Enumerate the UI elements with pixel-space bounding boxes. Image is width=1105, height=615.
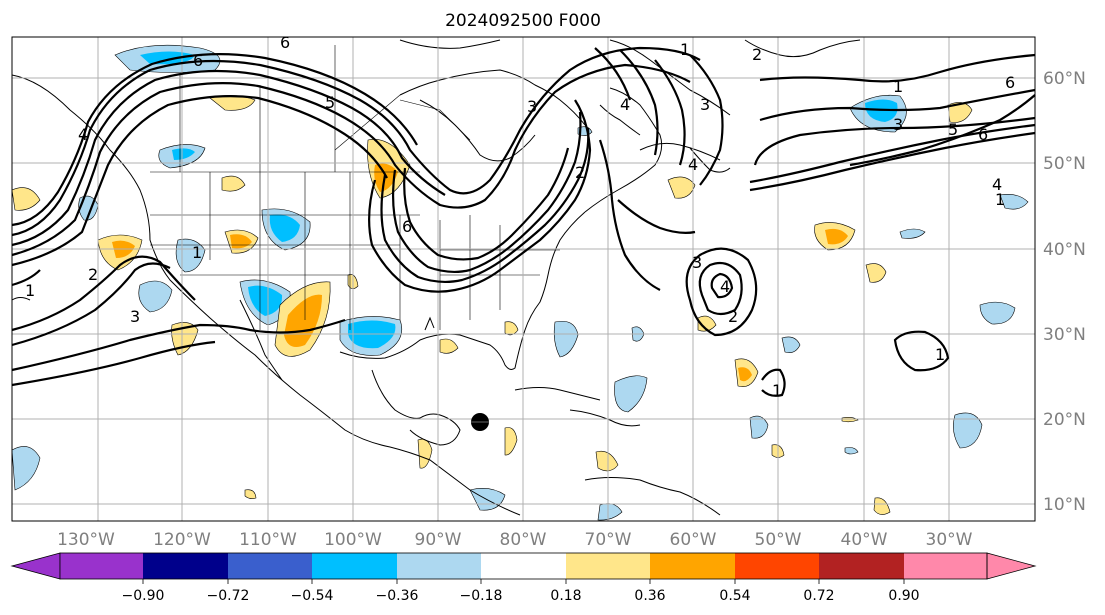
latitude-label: 50°N (1043, 154, 1086, 174)
colorbar: −0.90 −0.72 −0.54 −0.36 −0.18 0.18 0.36 … (10, 552, 1037, 604)
lat-lon-grid (12, 37, 1035, 521)
colorbar-segment (481, 553, 566, 579)
colorbar-tick-label: 0.72 (803, 588, 834, 604)
negative-anomaly-patches (11, 44, 1029, 521)
colorbar-tick-label: −0.72 (207, 588, 250, 604)
latitude-label: 60°N (1043, 69, 1086, 89)
contour-label: 2 (575, 163, 585, 182)
contour-label: 3 (130, 307, 140, 326)
contour-label: 1 (772, 381, 782, 400)
colorbar-high-extension (986, 552, 1037, 580)
contour-label: 6 (402, 217, 412, 236)
latitude-label: 40°N (1043, 240, 1086, 260)
colorbar-tick-label: −0.54 (291, 588, 334, 604)
longitude-label: 50°W (755, 530, 802, 550)
contour-label: 1 (935, 345, 945, 364)
contour-label: 6 (280, 33, 290, 52)
latitude-label: 30°N (1043, 325, 1086, 345)
map-frame (11, 36, 1036, 522)
longitude-label: 40°W (841, 530, 888, 550)
contour-label: 2 (752, 45, 762, 64)
longitude-label: 130°W (57, 530, 115, 550)
colorbar-segment (819, 553, 904, 579)
longitude-label: 100°W (324, 530, 382, 550)
contour-label: 4 (78, 125, 88, 144)
colorbar-segment (566, 553, 650, 579)
colorbar-segment (650, 553, 735, 579)
contour-label: 4 (720, 277, 730, 296)
contour-label: 1 (995, 190, 1005, 209)
colorbar-segment (397, 553, 481, 579)
contour-label: 1 (25, 281, 35, 300)
contour-label: 3 (527, 97, 537, 116)
colorbar-tick-label: −0.90 (122, 588, 165, 604)
contour-label: 6 (978, 125, 988, 144)
figure-title: 2024092500 F000 (445, 11, 601, 31)
contour-label-group: 6 6 5 4 3 2 1 2 3 4 1 1 3 5 6 1 6 4 6 3 … (25, 33, 1015, 400)
longitude-label: 110°W (239, 530, 297, 550)
colorbar-low-extension (10, 552, 61, 580)
colorbar-segment (228, 553, 312, 579)
contour-label: 3 (692, 253, 702, 272)
contour-label: 1 (192, 243, 202, 262)
longitude-label: 120°W (153, 530, 211, 550)
contour-label: 3 (893, 115, 903, 134)
longitude-label: 90°W (415, 530, 462, 550)
contour-label: 4 (620, 95, 630, 114)
contour-label: 2 (728, 307, 738, 326)
contour-label: 6 (1005, 73, 1015, 92)
latitude-label: 10°N (1043, 495, 1086, 515)
colorbar-segment (904, 553, 987, 579)
colorbar-tick-label: 0.18 (550, 588, 581, 604)
contour-label: 1 (680, 40, 690, 59)
map-panel: 6 6 5 4 3 2 1 2 3 4 1 1 3 5 6 1 6 4 6 3 … (11, 33, 1036, 522)
latitude-axis: 60°N 50°N 40°N 30°N 20°N 10°N (1043, 69, 1086, 515)
longitude-label: 80°W (500, 530, 547, 550)
coastlines (11, 39, 861, 516)
longitude-axis: 130°W 120°W 110°W 100°W 90°W 80°W 70°W 6… (57, 530, 973, 550)
colorbar-tick-label: 0.54 (719, 588, 750, 604)
colorbar-segment (143, 553, 228, 579)
longitude-label: 70°W (585, 530, 632, 550)
colorbar-segment (735, 553, 819, 579)
storm-center-marker-icon (471, 413, 489, 431)
colorbar-tick-label: −0.36 (376, 588, 419, 604)
contour-label: 5 (325, 93, 335, 112)
colorbar-tick-label: 0.36 (634, 588, 665, 604)
colorbar-tick-label: 0.90 (888, 588, 919, 604)
contour-lines (11, 46, 1036, 397)
longitude-label: 60°W (670, 530, 717, 550)
colorbar-tick-label: −0.18 (460, 588, 503, 604)
contour-label: 5 (948, 120, 958, 139)
latitude-label: 20°N (1043, 410, 1086, 430)
contour-label: 3 (700, 95, 710, 114)
contour-label: 1 (893, 77, 903, 96)
longitude-label: 30°W (926, 530, 973, 550)
positive-anomaly-patches (11, 95, 973, 515)
colorbar-segment (60, 553, 143, 579)
contour-label: 4 (992, 175, 1002, 194)
contour-label: 6 (193, 51, 203, 70)
contour-label: 2 (88, 265, 98, 284)
colorbar-segment (312, 553, 397, 579)
contour-label: 4 (688, 155, 698, 174)
